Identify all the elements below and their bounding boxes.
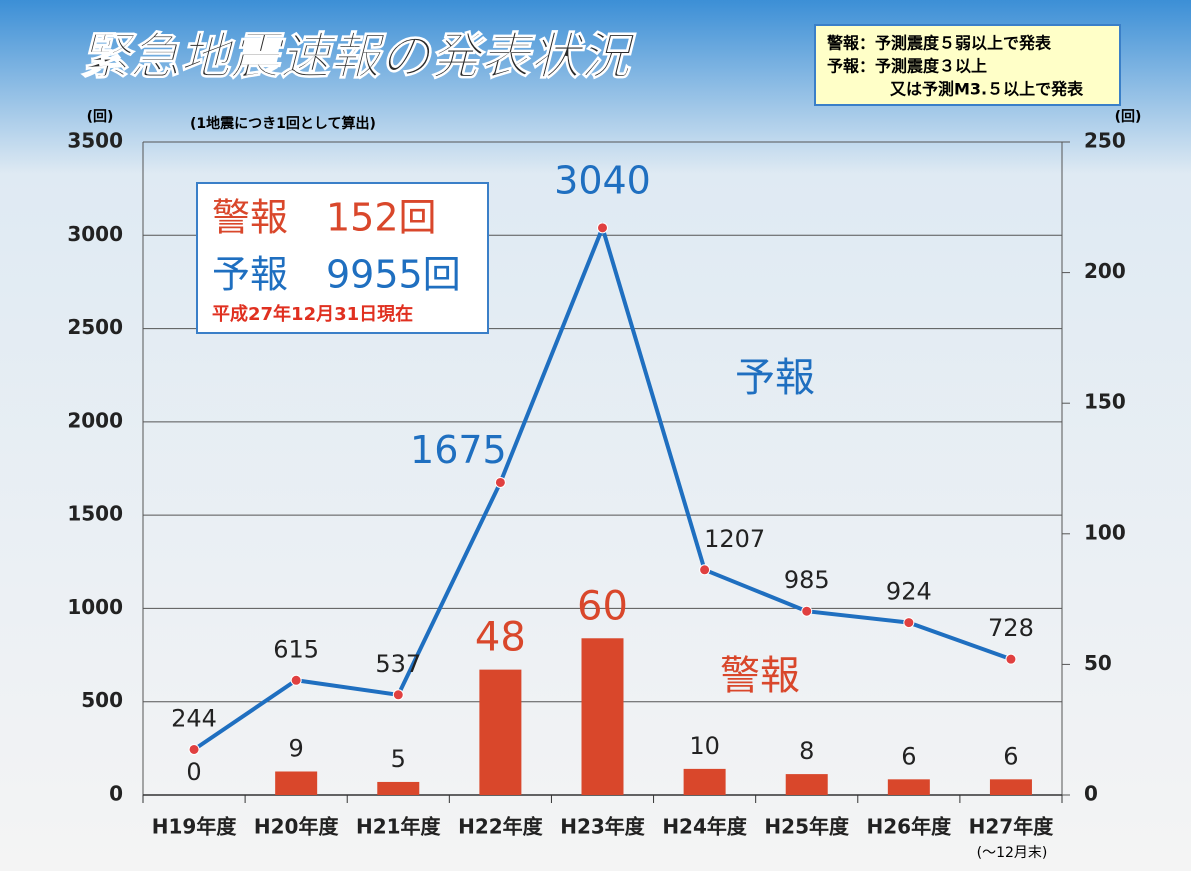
y-tick-label: 500 [81, 688, 123, 712]
y-tick-label: 2000 [67, 408, 123, 432]
y2-tick-label: 250 [1084, 129, 1126, 153]
bar-label: 8 [799, 737, 814, 765]
summary-date: 平成27年12月31日現在 [212, 303, 413, 325]
y2-unit: (回) [1115, 109, 1142, 125]
x-tick-label: H24年度 [662, 815, 748, 839]
chart-title: 緊急地震速報の発表状況 [80, 28, 637, 86]
line-label: 1207 [704, 525, 765, 553]
bar-label: 60 [577, 583, 628, 629]
bar-label: 48 [475, 615, 526, 661]
bar [785, 774, 828, 795]
point [597, 222, 608, 234]
subtitle: (1地震につき1回として算出) [190, 115, 376, 132]
summary-box [196, 182, 489, 334]
x-tick-label: H20年度 [254, 815, 340, 839]
x-tick-label: H23年度 [560, 815, 646, 839]
bar [683, 768, 726, 795]
bar-label: 6 [901, 742, 916, 770]
point [188, 743, 200, 755]
bar [377, 781, 420, 795]
line-label: 924 [886, 578, 932, 606]
line-label: 3040 [554, 158, 651, 202]
bar-label: 5 [391, 745, 406, 773]
y-tick-label: 1000 [67, 595, 123, 619]
point [1005, 653, 1017, 665]
point [494, 476, 506, 488]
line-label: 985 [784, 566, 830, 594]
category-note: (～12月末) [977, 845, 1048, 861]
bar [479, 669, 522, 795]
x-tick-label: H25年度 [764, 815, 850, 839]
x-tick-label: H19年度 [152, 815, 238, 839]
line-label: 244 [171, 704, 217, 732]
bar-label: 6 [1003, 742, 1018, 770]
summary-forecast: 予報 9955回 [212, 253, 461, 297]
y2-tick-label: 50 [1084, 651, 1112, 675]
note: 又は予測M3.５以上で発表 [889, 80, 1084, 99]
line-label: 615 [273, 635, 319, 663]
note: 予報：予測震度３以上 [827, 57, 987, 76]
point [801, 605, 813, 617]
bar [581, 638, 624, 795]
y-tick-label: 3000 [67, 222, 123, 246]
note: 警報：予測震度５弱以上で発表 [826, 34, 1052, 53]
bar [887, 779, 930, 795]
point [392, 689, 404, 701]
bar [989, 779, 1032, 795]
point [290, 674, 302, 686]
line-label: 728 [988, 614, 1034, 642]
y2-tick-label: 100 [1084, 520, 1126, 544]
bar [275, 771, 318, 795]
y-tick-label: 2500 [67, 315, 123, 339]
y2-tick-label: 200 [1084, 259, 1126, 283]
summary-warning: 警報 152回 [212, 196, 437, 240]
y-tick-label: 3500 [67, 129, 123, 153]
x-tick-label: H27年度 [969, 815, 1055, 839]
notes-box [814, 24, 1121, 106]
bar-label: 0 [186, 758, 201, 786]
bar-label: 9 [289, 734, 304, 762]
line-label: 1675 [410, 428, 507, 472]
y-tick-label: 1500 [67, 502, 123, 526]
point [903, 617, 915, 629]
line-label: 537 [375, 650, 421, 678]
y-tick-label: 0 [109, 782, 123, 806]
y2-tick-label: 150 [1084, 390, 1126, 414]
series-label: 予報 [735, 355, 815, 401]
bar-label: 10 [689, 732, 720, 760]
x-tick-label: H21年度 [356, 815, 442, 839]
x-tick-label: H22年度 [458, 815, 544, 839]
series-label: 警報 [720, 653, 800, 699]
x-tick-label: H26年度 [867, 815, 953, 839]
y2-tick-label: 0 [1084, 782, 1098, 806]
point [699, 564, 711, 576]
y-unit: (回) [87, 109, 114, 125]
